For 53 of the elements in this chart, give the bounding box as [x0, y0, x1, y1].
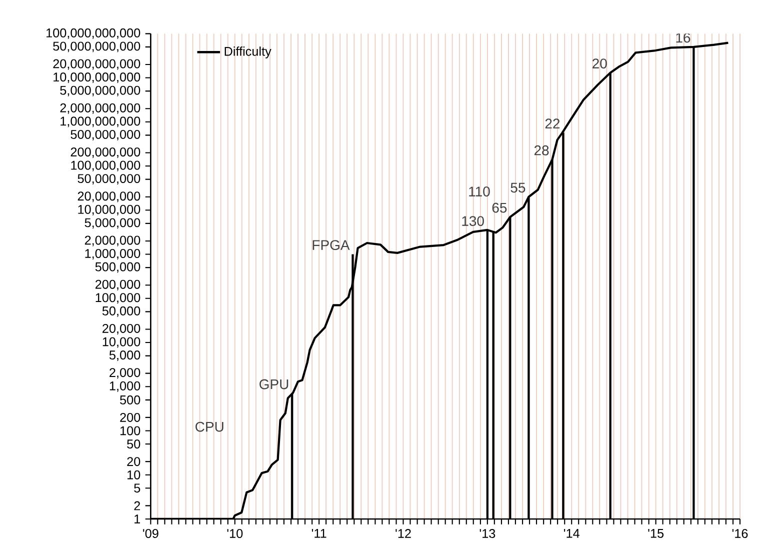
x-tick-label: '13 [480, 529, 496, 538]
y-tick-label: 5,000,000 [84, 218, 140, 229]
x-tick-label: '15 [648, 529, 664, 538]
annotation: 65 [492, 202, 507, 213]
x-tick-label: '12 [396, 529, 411, 538]
y-tick-label: 50,000,000 [78, 174, 140, 185]
x-tick-label: '14 [564, 529, 580, 538]
y-tick-label: 1,000,000 [85, 249, 140, 260]
y-tick-label: 50 [127, 440, 140, 449]
annotation: 28 [534, 145, 549, 156]
annotation: 55 [510, 182, 526, 193]
x-tick-label: '09 [143, 529, 158, 538]
y-tick-label: 2,000,000 [84, 236, 140, 246]
y-tick-label: 20,000,000,000 [53, 59, 140, 70]
y-tick-label: 10,000,000,000 [54, 72, 140, 84]
x-tick-label: '11 [312, 529, 326, 538]
x-tick-label: '16 [732, 529, 748, 538]
annotation: 22 [545, 118, 560, 128]
y-tick-label: 200 [120, 412, 140, 422]
y-tick-label: 20 [127, 457, 140, 466]
y-tick-label: 20,000 [102, 324, 140, 334]
annotation: FPGA [312, 240, 350, 250]
y-tick-label: 5,000,000,000 [60, 86, 140, 96]
y-tick-label: 100,000 [96, 293, 140, 304]
y-tick-label: 500 [120, 395, 140, 404]
annotation: 130 [462, 216, 484, 226]
y-tick-label: 500,000 [95, 262, 140, 273]
y-tick-label: 2,000,000,000 [60, 103, 140, 114]
y-tick-label: 100 [120, 426, 140, 436]
annotation: GPU [260, 379, 288, 390]
y-tick-label: 10,000 [102, 337, 140, 348]
y-tick-label: 200,000,000 [70, 148, 140, 158]
x-tick-label: '10 [227, 529, 243, 538]
y-tick-label: 10,000,000 [78, 204, 140, 216]
y-tick-label: 2,000 [110, 368, 140, 379]
y-tick-label: 50,000 [102, 306, 140, 317]
y-tick-label: 500,000,000 [70, 130, 140, 140]
y-tick-label: 20,000,000 [78, 192, 140, 202]
annotation: 110 [469, 186, 490, 196]
y-tick-label: 100,000,000 [71, 160, 140, 172]
y-tick-label: 1,000,000,000 [60, 116, 140, 128]
y-tick-label: 1,000 [110, 381, 140, 392]
y-tick-label: 1 [134, 514, 140, 524]
y-tick-label: 2 [134, 501, 140, 510]
y-tick-label: 50,000,000,000 [53, 42, 140, 52]
legend-label: Difficulty [224, 46, 272, 58]
y-tick-label: 5,000 [109, 350, 140, 362]
y-tick-label: 100,000,000,000 [46, 28, 140, 39]
annotation: 20 [592, 58, 607, 68]
y-tick-label: 10 [128, 470, 140, 480]
annotation: CPU [196, 422, 224, 432]
y-tick-label: 200,000 [95, 280, 140, 290]
y-tick-label: 5 [134, 484, 140, 493]
